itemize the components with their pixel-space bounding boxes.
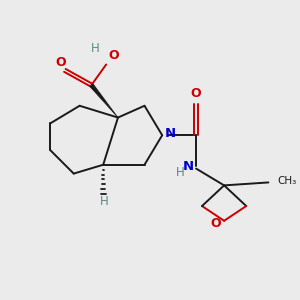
Polygon shape [90, 84, 118, 118]
Text: N: N [165, 127, 176, 140]
Text: CH₃: CH₃ [278, 176, 297, 186]
Text: H: H [91, 42, 99, 55]
Text: H: H [99, 195, 108, 208]
Text: O: O [55, 56, 66, 69]
Text: O: O [190, 87, 201, 100]
Text: O: O [109, 50, 119, 62]
Text: O: O [211, 217, 221, 230]
Text: H: H [176, 166, 184, 179]
Text: N: N [182, 160, 194, 173]
